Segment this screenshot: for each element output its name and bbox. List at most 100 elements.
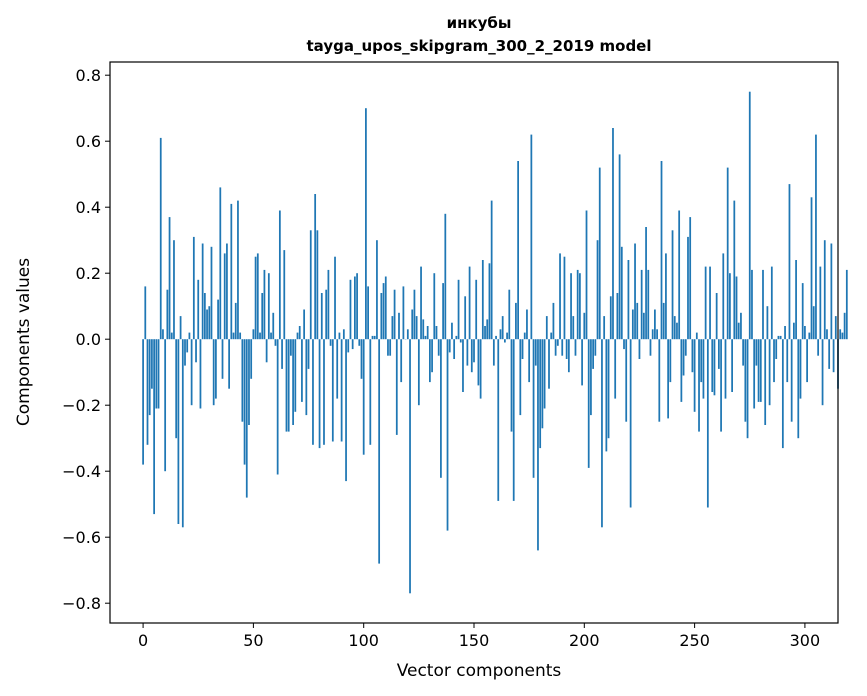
bar-259 [713,339,716,396]
x-tick-label-300: 300 [790,631,821,650]
bar-44 [239,332,242,340]
bar-4 [151,339,153,389]
bar-76 [309,230,312,340]
bar-268 [733,200,736,340]
bar-68 [292,339,294,425]
chart-subtitle: tayga_upos_skipgram_300_2_2019 model [307,37,652,55]
bar-169 [515,302,517,340]
bar-36 [221,339,224,379]
bar-121 [409,339,411,594]
bar-69 [294,339,297,412]
bar-116 [398,312,400,340]
bar-144 [459,339,462,343]
bar-174 [526,309,528,340]
bar-3 [148,339,151,416]
bar-86 [331,339,334,442]
bar-290 [781,339,784,449]
bar-157 [488,263,491,340]
bar-46 [243,339,246,465]
bar-185 [550,332,553,340]
bar-9 [162,329,164,340]
bar-109 [382,283,385,340]
bar-5 [153,339,155,515]
bar-42 [234,302,237,340]
bar-317 [841,332,844,340]
bar-72 [301,339,303,402]
bar-256 [706,339,709,508]
bar-302 [808,332,811,340]
bar-74 [305,339,308,416]
bar-51 [254,256,257,340]
bar-164 [504,339,506,343]
bar-39 [228,339,230,389]
bar-63 [281,339,283,369]
bar-189 [559,253,561,340]
bar-225 [638,339,641,359]
bar-197 [576,269,579,340]
x-tick-label-50: 50 [243,631,263,650]
x-axis-label: Vector components [397,661,562,681]
bar-159 [492,339,495,366]
bar-105 [373,335,376,340]
bar-306 [817,339,820,356]
bar-41 [232,332,235,340]
bar-319 [845,269,848,340]
bar-58 [270,332,272,340]
bar-252 [698,339,700,432]
bar-223 [634,243,636,340]
bar-195 [572,316,575,340]
bar-310 [826,329,828,340]
bar-152 [477,339,480,386]
bar-274 [746,339,749,439]
bar-296 [795,260,797,340]
bar-305 [815,134,817,340]
bar-177 [532,339,535,478]
bar-78 [314,194,317,340]
bar-284 [768,339,771,406]
bar-65 [285,339,288,432]
bar-145 [462,339,464,392]
bar-217 [620,246,623,340]
bar-82 [323,339,325,445]
bar-45 [241,339,244,422]
bar-1 [144,286,147,340]
bar-40 [230,203,233,340]
bar-37 [223,253,226,340]
bar-94 [349,279,352,340]
bar-29 [206,309,208,340]
bar-231 [651,329,654,340]
bar-184 [548,339,550,389]
bar-53 [259,332,261,340]
bar-186 [552,302,555,340]
bar-7 [157,339,160,409]
bar-150 [473,339,475,363]
bar-200 [583,312,586,340]
bar-207 [598,167,601,340]
bar-101 [365,108,367,340]
y-tick-label-5: 0.2 [76,264,101,283]
bar-140 [451,322,453,340]
bar-245 [682,339,685,376]
bar-215 [616,293,619,340]
bar-250 [693,339,696,412]
bar-117 [400,339,403,383]
bar-299 [801,283,804,340]
bar-314 [834,316,837,340]
x-tick-label-0: 0 [138,631,148,650]
bar-311 [828,339,831,369]
bar-series [142,91,848,594]
bar-285 [770,266,773,340]
bar-183 [545,316,548,340]
bar-230 [649,339,652,356]
y-tick-label-0: −0.8 [62,594,101,613]
bar-219 [625,339,628,422]
bar-118 [402,286,405,340]
bar-115 [395,339,398,435]
bar-141 [453,339,456,359]
bar-25 [197,279,200,340]
bar-262 [720,339,722,432]
bar-156 [486,319,489,340]
bar-222 [631,309,634,340]
bar-283 [766,306,769,340]
bar-263 [722,253,725,340]
